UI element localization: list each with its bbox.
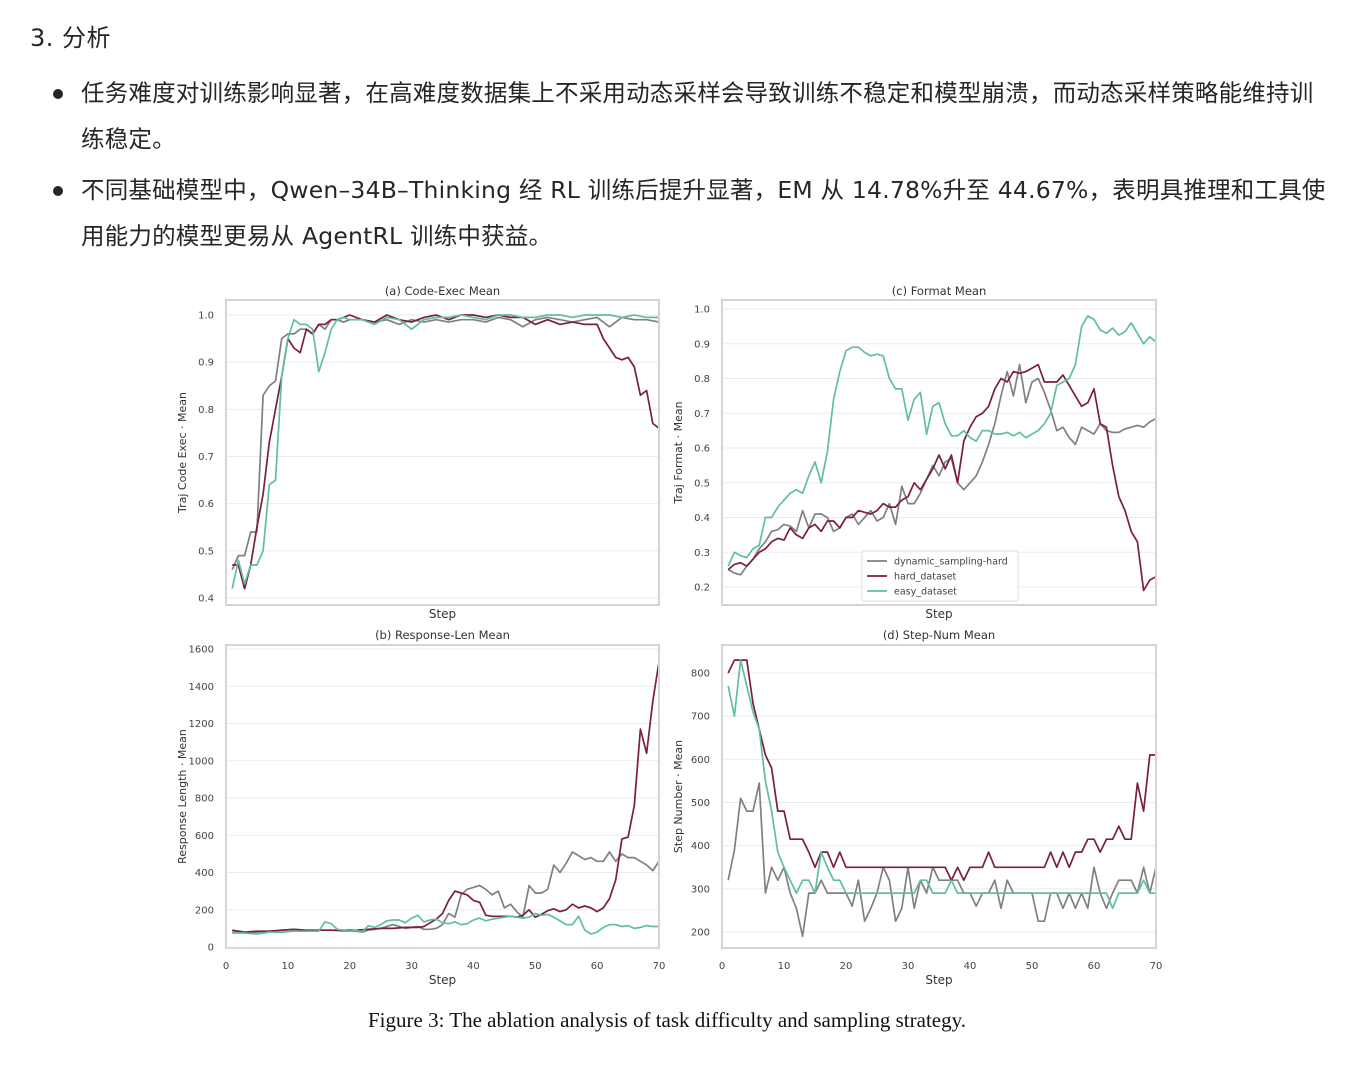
y-tick-label: 0.6 [198,499,214,510]
x-tick-label: 20 [343,961,356,972]
y-tick-label: 600 [691,755,710,766]
chart-title: (d) Step-Num Mean [883,628,995,642]
y-tick-label: 1400 [189,682,214,693]
x-tick-label: 10 [281,961,294,972]
y-tick-label: 0.7 [198,452,214,463]
bullet-text: 任务难度对训练影响显著，在高难度数据集上不采用动态采样会导致训练不稳定和模型崩溃… [81,79,1314,153]
bullet-list: 任务难度对训练影响显著，在高难度数据集上不采用动态采样会导致训练不稳定和模型崩溃… [50,70,1330,264]
series-line-dynamic_sampling-hard [231,316,658,571]
x-tick-label: 10 [778,961,791,972]
legend-label: dynamic_sampling-hard [894,557,1008,568]
y-tick-label: 300 [691,884,710,895]
y-tick-label: 0.8 [198,405,214,416]
chart-legend: dynamic_sampling-hard hard_dataset easy_da… [861,550,1019,602]
x-tick-label: 20 [840,961,853,972]
y-tick-label: 0.4 [198,594,214,605]
y-tick-label: 0.3 [694,548,710,559]
y-tick-label: 200 [691,928,710,939]
y-tick-label: 0 [208,943,214,954]
y-tick-label: 1200 [189,719,214,730]
bullet-item-base-model: 不同基础模型中，Qwen–34B–Thinking 经 RL 训练后提升显著，E… [50,167,1330,259]
series-line-dynamic_sampling-hard [727,363,1155,576]
y-tick-label: 0.6 [694,444,710,455]
bullet-item-difficulty: 任务难度对训练影响显著，在高难度数据集上不采用动态采样会导致训练不稳定和模型崩溃… [50,70,1330,162]
y-axis-label: Step Number · Mean [672,740,685,853]
y-tick-label: 1.0 [198,311,214,322]
y-tick-label: 500 [691,798,710,809]
x-tick-label: 60 [1088,961,1101,972]
bullet-dot-icon [53,89,63,99]
y-axis-label: Traj Format · Mean [672,401,685,504]
series-line-easy_dataset [231,314,658,589]
chart-a: 0.4 0.5 0.6 0.7 0.8 0.9 1.0 (a) Code-Exec Mean S… [176,284,660,621]
series-line-hard_dataset [727,659,1155,882]
plot-area [225,299,660,606]
x-tick-label: 0 [719,961,725,972]
y-tick-label: 400 [195,868,214,879]
y-tick-label: 0.5 [198,546,214,557]
series-line-hard_dataset [727,363,1155,592]
y-tick-label: 600 [195,831,214,842]
y-tick-label: 0.9 [694,339,710,350]
x-axis-label: Step [925,973,952,987]
chart-c: 0.2 0.3 0.4 0.5 0.6 0.7 0.8 0.9 1.0 (c) Format Me… [672,284,1157,621]
x-tick-label: 60 [591,961,604,972]
series-line-easy_dataset [727,315,1155,567]
chart-title: (c) Format Mean [892,284,986,298]
x-axis-label: Step [429,607,456,621]
y-tick-label: 0.4 [694,513,710,524]
y-tick-label: 0.5 [694,478,710,489]
series-line-dynamic_sampling-hard [727,782,1155,938]
figure-3: 0.4 0.5 0.6 0.7 0.8 0.9 1.0 (a) Code-Exec Mean S… [160,275,1180,1005]
legend-label: hard_dataset [894,572,957,583]
y-tick-label: 1.0 [694,305,710,316]
plot-area [721,644,1157,949]
x-tick-label: 40 [964,961,977,972]
x-tick-label: 70 [1150,961,1163,972]
x-tick-label: 50 [529,961,542,972]
legend-label: easy_dataset [894,587,957,598]
y-tick-label: 800 [195,794,214,805]
y-tick-label: 800 [691,669,710,680]
chart-d: 200 300 400 500 600 700 800 0 10 20 30 40 50 60 70 (d) … [672,628,1162,987]
x-tick-label: 40 [467,961,480,972]
y-tick-label: 0.2 [694,583,710,594]
x-axis-label: Step [925,607,952,621]
y-tick-label: 200 [195,905,214,916]
y-tick-label: 400 [691,841,710,852]
chart-b: 0 200 400 600 800 1000 1200 1400 1600 0 10 20 30 40 50… [176,628,665,987]
y-tick-label: 1000 [189,756,214,767]
y-tick-label: 700 [691,712,710,723]
chart-title: (b) Response-Len Mean [375,628,510,642]
series-line-easy_dataset [232,912,658,935]
x-axis-label: Step [429,973,456,987]
y-tick-label: 1600 [189,645,214,656]
y-axis-label: Traj Code Exec · Mean [176,392,189,514]
series-line-easy_dataset [727,659,1155,910]
x-tick-label: 50 [1026,961,1039,972]
chart-title: (a) Code-Exec Mean [385,284,500,298]
y-tick-label: 0.7 [694,409,710,420]
y-tick-label: 0.8 [694,374,710,385]
figure-caption: Figure 3: The ablation analysis of task … [368,1008,966,1032]
x-tick-label: 70 [653,961,666,972]
bullet-dot-icon [53,186,63,196]
y-axis-label: Response Length · Mean [176,729,189,864]
x-tick-label: 30 [405,961,418,972]
y-tick-label: 0.9 [198,358,214,369]
figure-charts: 0.4 0.5 0.6 0.7 0.8 0.9 1.0 (a) Code-Exec Mean S… [176,284,1162,987]
x-tick-label: 0 [223,961,229,972]
plot-area [225,644,660,949]
x-tick-label: 30 [902,961,915,972]
section-heading: 3. 分析 [30,24,112,52]
bullet-text: 不同基础模型中，Qwen–34B–Thinking 经 RL 训练后提升显著，E… [81,176,1326,250]
